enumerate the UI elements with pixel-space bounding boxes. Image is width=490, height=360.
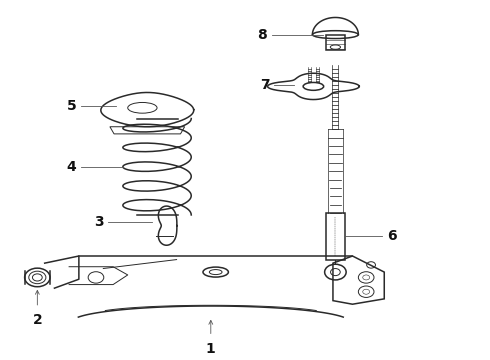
Text: 7: 7 — [260, 78, 270, 91]
Bar — [326, 35, 344, 50]
Text: 4: 4 — [67, 160, 76, 174]
Bar — [326, 213, 345, 260]
Text: 8: 8 — [257, 28, 267, 42]
Text: 6: 6 — [387, 229, 396, 243]
Text: 5: 5 — [67, 99, 76, 113]
Text: 1: 1 — [206, 342, 216, 356]
Text: 2: 2 — [32, 313, 42, 327]
Text: 3: 3 — [94, 215, 103, 229]
